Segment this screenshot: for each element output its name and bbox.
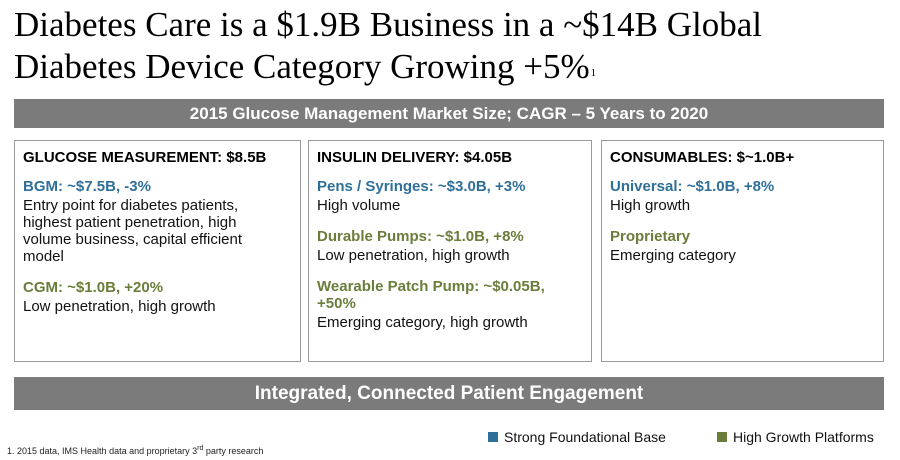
green-swatch-icon: [717, 432, 727, 442]
segment-title: Universal: ~$1.0B, +8%: [610, 178, 775, 195]
segment-title: Wearable Patch Pump: ~$0.05B, +50%: [317, 278, 545, 312]
segment-title: CGM: ~$1.0B, +20%: [23, 279, 164, 296]
blue-swatch-icon: [488, 432, 498, 442]
glucose-measurement-card: GLUCOSE MEASUREMENT: $8.5B BGM: ~$7.5B, …: [14, 140, 301, 362]
column-header: CONSUMABLES: $~1.0B+: [610, 149, 795, 166]
title-footnote-marker: 1: [590, 67, 597, 79]
legend-item-foundational: Strong Foundational Base: [488, 429, 666, 445]
legend-label: High Growth Platforms: [733, 429, 874, 445]
footnote-sup: rd: [197, 445, 204, 452]
insulin-delivery-card: INSULIN DELIVERY: $4.05B Pens / Syringes…: [308, 140, 592, 362]
segment-description: Emerging category: [610, 247, 736, 264]
segment-description: Low penetration, high growth: [317, 247, 510, 264]
market-size-banner: 2015 Glucose Management Market Size; CAG…: [14, 99, 884, 128]
patient-engagement-banner: Integrated, Connected Patient Engagement: [14, 377, 884, 410]
segment-description: Low penetration, high growth: [23, 298, 216, 315]
segment-description: High growth: [610, 197, 691, 214]
legend-label: Strong Foundational Base: [504, 429, 666, 445]
legend-item-growth: High Growth Platforms: [717, 429, 874, 445]
segment-title: Pens / Syringes: ~$3.0B, +3%: [317, 178, 526, 195]
title-line-2: Diabetes Device Category Growing +5%1: [14, 46, 894, 88]
footnote: 1. 2015 data, IMS Health data and propri…: [7, 445, 263, 456]
footnote-text-end: party research: [203, 446, 264, 456]
column-header: INSULIN DELIVERY: $4.05B: [317, 149, 513, 166]
segment-title: Durable Pumps: ~$1.0B, +8%: [317, 228, 524, 245]
segment-description: High volume: [317, 197, 401, 214]
title-line-1: Diabetes Care is a $1.9B Business in a ~…: [14, 5, 763, 44]
footnote-text: 1. 2015 data, IMS Health data and propri…: [7, 446, 198, 456]
segment-description: Emerging category, high growth: [317, 314, 528, 331]
column-header: GLUCOSE MEASUREMENT: $8.5B: [23, 149, 267, 166]
title-line-2-text: Diabetes Device Category Growing +5%: [14, 47, 590, 86]
segment-title: BGM: ~$7.5B, -3%: [23, 178, 151, 195]
consumables-card: CONSUMABLES: $~1.0B+ Universal: ~$1.0B, …: [601, 140, 884, 362]
slide-title: Diabetes Care is a $1.9B Business in a ~…: [14, 4, 894, 88]
segment-title: Proprietary: [610, 228, 691, 245]
segment-description: Entry point for diabetes patients, highe…: [23, 197, 243, 265]
